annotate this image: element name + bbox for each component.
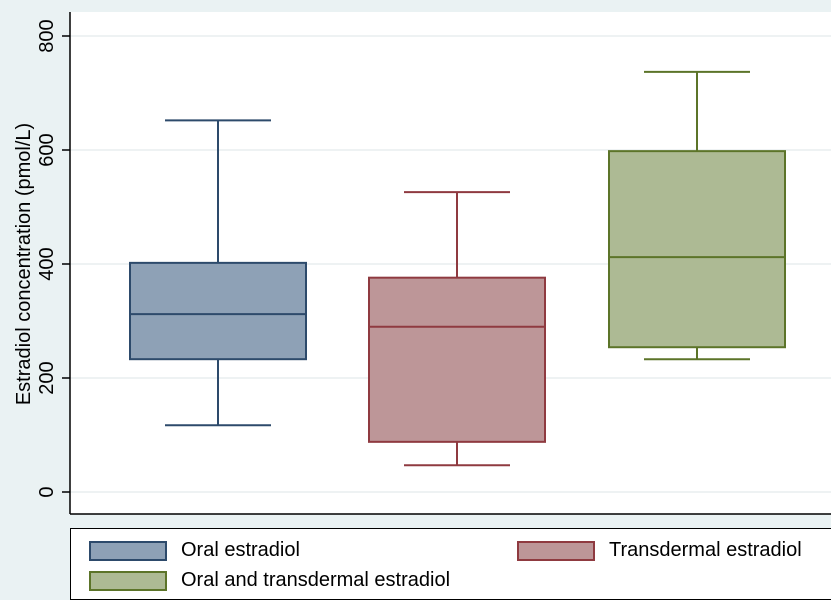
legend-item-combined: Oral and transdermal estradiol [89, 569, 450, 592]
y-ticks: 0 200 400 600 800 [36, 19, 70, 498]
iqr-box [368, 276, 546, 443]
y-axis-title: Estradiol concentration (pmol/L) [13, 123, 35, 405]
y-axis [69, 12, 831, 515]
legend-swatch-transdermal [517, 540, 595, 561]
legend-label-combined: Oral and transdermal estradiol [181, 569, 451, 591]
box-1 [368, 191, 546, 467]
box-0 [129, 119, 307, 427]
y-tick-label: 200 [36, 361, 58, 394]
iqr-box [129, 261, 307, 361]
legend-swatch-oral [89, 540, 167, 561]
legend-item-transdermal: Transdermal estradiol [517, 539, 802, 562]
legend-swatch-combined [89, 570, 167, 591]
y-tick-label: 600 [36, 133, 58, 166]
y-tick-label: 0 [36, 486, 58, 497]
box-2 [608, 70, 786, 361]
legend-item-oral: Oral estradiol [89, 539, 300, 562]
legend-label-transdermal: Transdermal estradiol [609, 539, 802, 561]
legend: Oral estradiol Transdermal estradiol Ora… [70, 528, 831, 600]
boxes [129, 70, 786, 467]
iqr-box [608, 150, 786, 349]
y-tick-label: 800 [36, 19, 58, 52]
legend-label-oral: Oral estradiol [181, 539, 300, 561]
y-tick-label: 400 [36, 247, 58, 280]
